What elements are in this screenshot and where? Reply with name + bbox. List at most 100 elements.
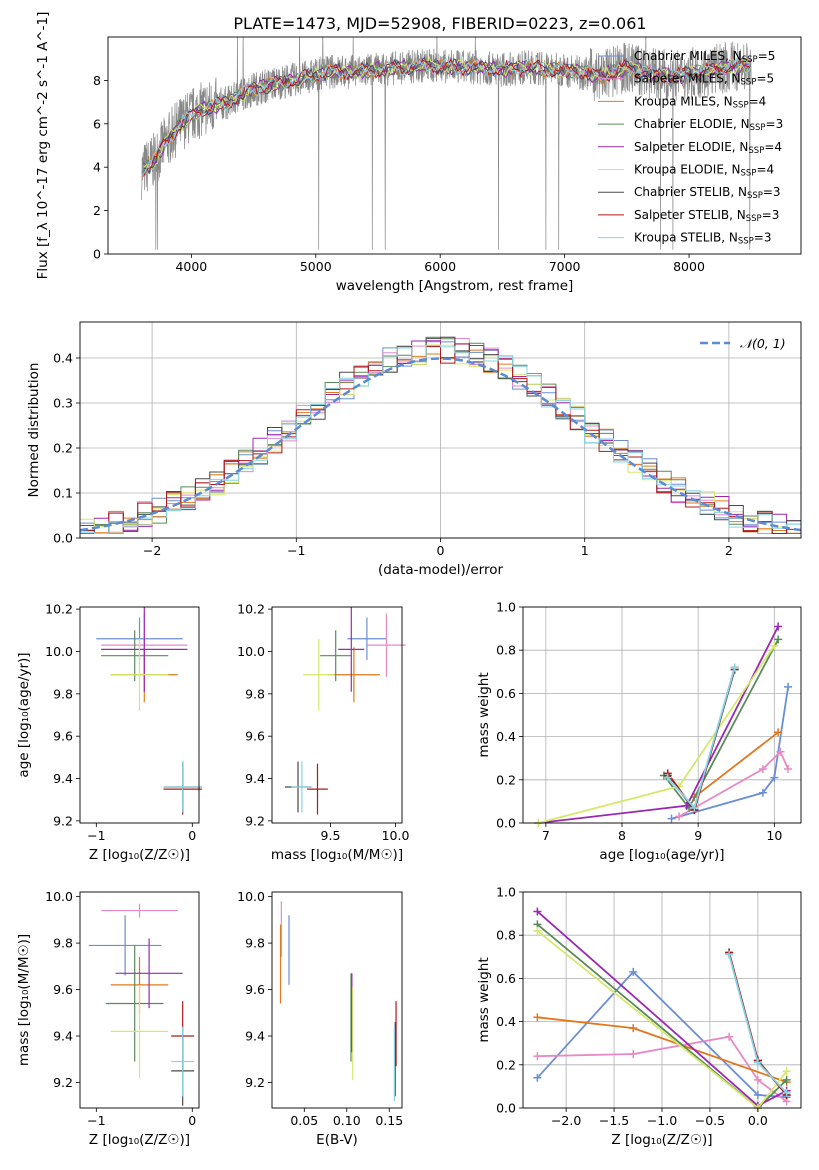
weight-line-chabrier_miles (536, 970, 787, 1099)
model-spectrum-salpeter_stelib (143, 58, 751, 176)
weight-marker-chabrier_miles (667, 814, 676, 823)
panel-mass_vs_Z: −1 0 9.2 9.4 9.6 9.8 10.0 Z [log₁₀(Z/Z☉)] mass [… (16, 889, 200, 1148)
x-tick-label: 8000 (673, 259, 705, 274)
x-tick-label: 5000 (300, 259, 332, 274)
residual-histogram-kroupa_stelib (80, 345, 801, 534)
x-tick-label: 4000 (175, 259, 207, 274)
panel-weight_vs_Z: −2.0 −1.5 −1.0 −0.5 0.0 0.0 0.2 0.4 0.6 0.8 1.0 Z [… (476, 885, 802, 1148)
plot-area (534, 622, 793, 827)
x-tick-label: 0.0 (748, 1113, 768, 1128)
x-axis-label: age [log₁₀(age/yr)] (599, 847, 724, 863)
x-tick-label: −0.5 (695, 1113, 725, 1128)
legend-sub: SSP (741, 78, 757, 88)
weight-marker-kroupa_stelib (753, 1058, 762, 1067)
x-axis-label: Z [log₁₀(Z/Z☉)] (89, 847, 190, 863)
model-spectrum-chabrier_stelib (143, 56, 751, 175)
legend-n: =3 (763, 185, 781, 199)
weight-marker-chabrier_miles (770, 773, 779, 782)
legend-label-kroupa_miles: Kroupa MILES, NSSP=4 (634, 94, 766, 110)
y-tick-label: 0.6 (496, 971, 516, 986)
x-axis-label: wavelength [Angstrom, rest frame] (336, 278, 574, 294)
y-tick-label: 9.8 (53, 686, 73, 701)
axes-frame (107, 36, 802, 255)
legend-text: Kroupa STELIB, N (634, 231, 738, 245)
panel-age_vs_Z: −1 0 9.2 9.4 9.6 9.8 10.0 10.2 Z [log₁₀(Z/Z☉)] ag… (16, 602, 202, 863)
spectrum-lines (141, 37, 752, 250)
panel-weight_vs_age: 7 8 9 10 0.0 0.2 0.4 0.6 0.8 1.0 age [log₁₀(age/yr… (476, 600, 802, 863)
y-tick-label: 0.4 (496, 1014, 516, 1029)
legend-text: Chabrier STELIB, N (634, 185, 747, 199)
legend-n: =4 (749, 94, 767, 108)
legend-text: Kroupa MILES, N (634, 94, 733, 108)
weight-marker-kroupa_elodie (770, 641, 779, 650)
y-tick-label: 9.6 (245, 729, 265, 744)
weight-marker-kroupa_stelib (663, 773, 672, 782)
legend-label-chabrier_stelib: Chabrier STELIB, NSSP=3 (634, 185, 781, 201)
x-tick-label: 10.0 (382, 828, 410, 843)
y-tick-label: 0.2 (496, 1057, 516, 1072)
y-tick-label: 0.4 (53, 351, 73, 366)
x-tick-label: 9 (694, 828, 702, 843)
weight-marker-kroupa_miles (533, 1013, 542, 1022)
y-tick-label: 9.2 (53, 1075, 73, 1090)
weight-marker-chabrier_miles (758, 788, 767, 797)
plot-area (533, 907, 791, 1112)
weight-marker-kroupa_miles (629, 1024, 638, 1033)
residual-histogram-salpeter_stelib (80, 343, 801, 534)
legend-n: =3 (766, 117, 784, 131)
y-tick-label: 6 (93, 116, 101, 131)
y-tick-label: 0.2 (53, 441, 73, 456)
axes-frame (522, 606, 802, 824)
weight-marker-salpeter_miles (758, 765, 767, 773)
y-tick-label: 9.6 (53, 729, 73, 744)
plot-area (279, 901, 397, 1102)
x-tick-label: 1 (581, 543, 589, 558)
legend-n: =5 (756, 72, 774, 86)
y-tick-label: 9.6 (53, 982, 73, 997)
y-tick-label: 1.0 (496, 885, 516, 900)
y-tick-label: 9.2 (53, 813, 73, 828)
weight-marker-salpeter_miles (675, 812, 684, 821)
x-tick-label: 0 (437, 543, 445, 558)
legend-text: Chabrier MILES, N (634, 49, 742, 63)
weight-marker-kroupa_stelib (782, 1088, 791, 1097)
y-tick-label: 0.8 (496, 643, 516, 658)
weight-marker-salpeter_miles (725, 1032, 734, 1041)
y-axis-label: mass weight (476, 957, 492, 1042)
weight-marker-kroupa_elodie (782, 1067, 791, 1076)
model-spectrum-kroupa_elodie (143, 55, 751, 171)
x-tick-label: 7 (542, 828, 550, 843)
legend-label-normal: 𝒩(0, 1) (740, 336, 786, 351)
y-tick-label: 9.4 (245, 1029, 265, 1044)
panel-mass_vs_ebv: 0.05 0.10 0.15 9.2 9.4 9.6 9.8 10.0 E(B-V) (237, 889, 403, 1148)
x-tick-label: −1 (87, 828, 105, 843)
weight-marker-chabrier_miles (753, 1091, 762, 1100)
plot-area (79, 336, 802, 534)
y-tick-label: 8 (93, 73, 101, 88)
weight-line-kroupa_elodie (537, 645, 776, 824)
y-tick-label: 9.4 (53, 1029, 73, 1044)
y-tick-label: 9.8 (53, 936, 73, 951)
y-tick-label: 10.2 (45, 602, 73, 617)
y-tick-label: 10.0 (237, 644, 265, 659)
x-tick-label: 2 (725, 543, 733, 558)
x-tick-label: 0 (188, 1113, 196, 1128)
x-axis-label: (data-model)/error (378, 562, 504, 578)
y-axis-label: mass weight (476, 672, 492, 757)
y-tick-label: 0.0 (496, 816, 516, 831)
y-axis-label: Flux [f_λ 10^-17 erg cm^-2 s^-1 A^-1] (35, 12, 51, 280)
plot-area (141, 37, 752, 250)
legend-n: =3 (754, 231, 772, 245)
y-tick-label: 0.4 (496, 729, 516, 744)
weight-marker-salpeter_elodie (682, 801, 691, 810)
y-axis-label: mass [log₁₀(M/M☉)] (16, 934, 32, 1066)
weight-marker-chabrier_miles (533, 1073, 542, 1082)
weight-line-chabrier_miles (671, 686, 789, 820)
legend-n: =5 (758, 49, 776, 63)
x-tick-label: −1.0 (647, 1113, 677, 1128)
x-axis-label: Z [log₁₀(Z/Z☉)] (89, 1132, 190, 1148)
plot-area (96, 607, 202, 815)
y-tick-label: 2 (93, 203, 101, 218)
legend-sub: SSP (747, 191, 763, 201)
